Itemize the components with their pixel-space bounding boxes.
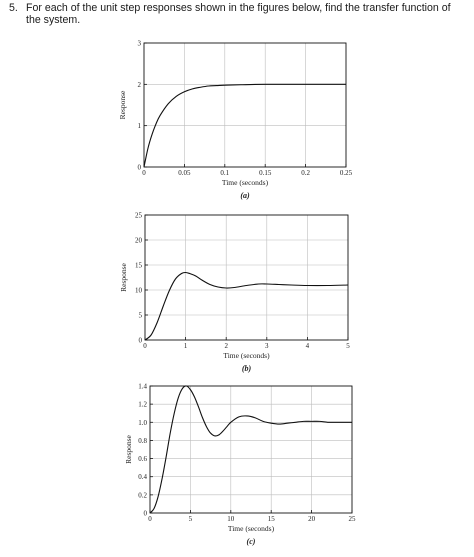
x-tick-label: 5 [189,515,193,523]
y-tick-label: 0.8 [138,437,147,445]
y-tick-label: 3 [138,40,142,48]
y-tick-label: 1 [138,122,142,130]
question-prompt: For each of the unit step responses show… [26,2,451,26]
y-tick-label: 0 [138,164,142,172]
plot-frame [143,42,347,168]
y-tick-label: 1.0 [138,419,147,427]
x-tick-label: 0.05 [178,169,191,177]
x-tick-label: 10 [227,515,235,523]
y-tick-label: 25 [135,212,143,220]
x-tick-label: 2 [224,342,228,350]
y-tick-label: 0.2 [138,491,147,499]
plot-b: 0 1 2 3 4 5 0 5 10 15 20 25 Time (seconds) Response (b… [119,212,350,374]
y-tick-label: 10 [135,287,143,295]
y-tick-label: 1.2 [138,401,147,409]
x-tick-label: 0 [148,515,152,523]
plot-a: 0 0.05 0.1 0.15 0.2 0.25 0 1 2 3 Time (seconds) Res… [118,40,353,201]
y-tick-label: 0 [144,510,148,518]
x-tick-label: 0.25 [340,169,353,177]
y-axis-label: Response [124,434,133,463]
x-tick-label: 25 [349,515,357,523]
plot-frame [149,385,353,514]
figure-caption-c: (c) [247,537,256,546]
figure-caption-a: (a) [240,191,250,200]
response-curve-c [149,385,352,514]
question-number: 5. [9,2,18,14]
y-tick-label: 20 [135,237,143,245]
x-tick-label: 20 [308,515,316,523]
x-tick-label: 3 [265,342,269,350]
x-tick-label: 0.1 [220,169,229,177]
plot-frame [144,214,349,341]
x-axis-label: Time (seconds) [223,351,270,360]
x-tick-label: 0.15 [259,169,272,177]
x-tick-label: 0.2 [301,169,310,177]
y-tick-label: 0.6 [138,455,147,463]
y-axis-label: Response [119,262,128,291]
y-axis-label: Response [118,90,127,119]
y-tick-label: 1.4 [138,383,147,391]
y-tick-label: 2 [138,81,142,89]
x-tick-label: 4 [306,342,310,350]
x-axis-label: Time (seconds) [222,178,269,187]
y-tick-label: 0 [139,337,143,345]
response-curve-a [143,83,346,168]
x-tick-label: 0 [143,342,147,350]
response-curve-b [144,271,349,341]
figure-caption-b: (b) [242,364,252,373]
plot-c: 0 5 10 15 20 25 0 0.2 0.4 0.6 0.8 1.0 1.2 1.4 Time (se… [124,383,356,547]
x-tick-label: 5 [346,342,350,350]
y-tick-label: 15 [135,262,143,270]
x-tick-label: 0 [142,169,146,177]
x-tick-label: 15 [268,515,276,523]
x-tick-label: 1 [184,342,188,350]
x-axis-label: Time (seconds) [228,524,275,533]
y-tick-label: 5 [139,312,143,320]
y-tick-label: 0.4 [138,473,147,481]
